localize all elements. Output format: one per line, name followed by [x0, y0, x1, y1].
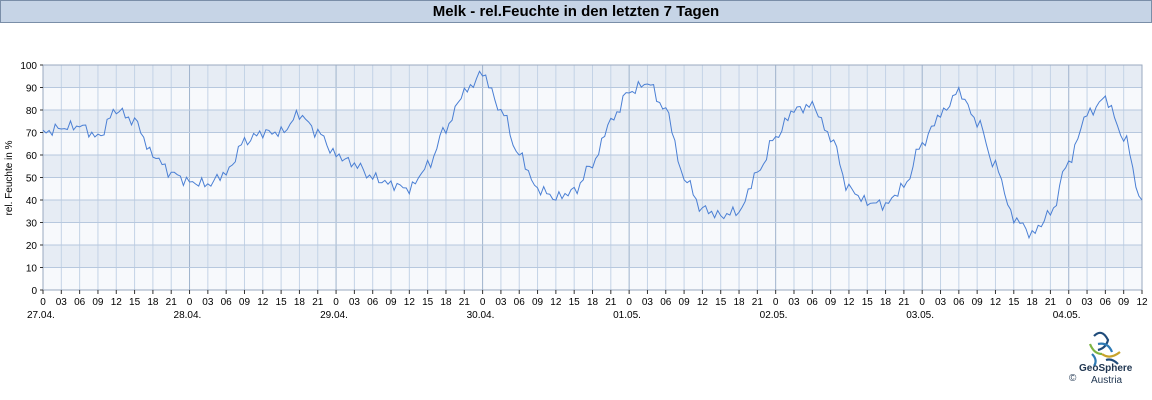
x-tick-label: 03 [349, 297, 361, 308]
x-tick-label: 21 [898, 297, 910, 308]
x-date-label: 04.05. [1053, 310, 1081, 321]
x-date-label: 30.04. [467, 310, 495, 321]
x-date-label: 28.04. [174, 310, 202, 321]
x-tick-label: 06 [1100, 297, 1112, 308]
series-line [42, 70, 1143, 240]
logo-subname: Austria [1091, 375, 1123, 386]
x-tick-label: 0 [919, 297, 925, 308]
y-tick-label: 100 [20, 61, 37, 72]
x-tick-label: 03 [642, 297, 654, 308]
chart-title: Melk - rel.Feuchte in den letzten 7 Tage… [432, 3, 720, 20]
x-tick-label: 18 [147, 297, 159, 308]
x-tick-label: 18 [587, 297, 599, 308]
x-tick-label: 21 [312, 297, 324, 308]
x-tick-label: 0 [40, 297, 46, 308]
y-tick-label: 20 [26, 241, 38, 252]
x-tick-label: 18 [880, 297, 892, 308]
x-axis: 0 03 06 09 12 15 18 21 0 03 06 09 12 15 18 21 0 03 06 09 12 1… [27, 290, 1148, 321]
x-tick-label: 06 [807, 297, 819, 308]
geosphere-logo [1088, 331, 1121, 367]
x-tick-label: 21 [1045, 297, 1057, 308]
x-tick-label: 09 [239, 297, 251, 308]
x-tick-label: 21 [752, 297, 764, 308]
y-tick-label: 50 [26, 174, 38, 185]
x-tick-label: 15 [129, 297, 141, 308]
x-tick-label: 12 [843, 297, 855, 308]
x-tick-label: 15 [715, 297, 727, 308]
x-date-label: 01.05. [613, 310, 641, 321]
y-tick-label: 90 [26, 84, 38, 95]
x-tick-label: 06 [514, 297, 526, 308]
x-tick-label: 15 [569, 297, 581, 308]
x-tick-label: 18 [294, 297, 306, 308]
x-tick-label: 0 [773, 297, 779, 308]
x-tick-label: 06 [660, 297, 672, 308]
x-date-label: 03.05. [906, 310, 934, 321]
x-tick-label: 12 [550, 297, 562, 308]
x-tick-label: 09 [679, 297, 691, 308]
x-tick-label: 03 [935, 297, 947, 308]
x-tick-label: 09 [385, 297, 397, 308]
x-tick-label: 18 [440, 297, 452, 308]
logo-name: GeoSphere [1079, 363, 1133, 374]
y-tick-label: 70 [26, 129, 38, 140]
x-tick-label: 03 [495, 297, 507, 308]
x-tick-label: 09 [825, 297, 837, 308]
x-tick-label: 03 [1081, 297, 1093, 308]
copyright-symbol: © [1069, 373, 1077, 384]
x-tick-label: 0 [626, 297, 632, 308]
plot-grid [42, 64, 1143, 291]
y-tick-label: 40 [26, 196, 38, 207]
x-tick-label: 12 [1136, 297, 1148, 308]
x-tick-label: 0 [1066, 297, 1072, 308]
x-tick-label: 12 [404, 297, 416, 308]
x-tick-label: 03 [202, 297, 214, 308]
x-tick-label: 15 [862, 297, 874, 308]
x-tick-label: 12 [111, 297, 123, 308]
x-tick-label: 0 [187, 297, 193, 308]
y-tick-label: 60 [26, 151, 38, 162]
x-tick-label: 06 [221, 297, 233, 308]
x-tick-label: 12 [257, 297, 269, 308]
x-tick-label: 09 [1118, 297, 1130, 308]
x-tick-label: 03 [56, 297, 68, 308]
x-tick-label: 12 [990, 297, 1002, 308]
x-date-label: 29.04. [320, 310, 348, 321]
x-tick-label: 21 [605, 297, 617, 308]
x-tick-label: 21 [459, 297, 471, 308]
x-date-label: 27.04. [27, 310, 55, 321]
x-tick-label: 18 [1027, 297, 1039, 308]
x-tick-label: 15 [422, 297, 434, 308]
x-date-label: 02.05. [760, 310, 788, 321]
y-axis-label: rel. Feuchte in % [4, 140, 15, 215]
x-tick-label: 12 [697, 297, 709, 308]
x-tick-label: 06 [367, 297, 379, 308]
x-tick-label: 21 [166, 297, 178, 308]
x-tick-label: 09 [92, 297, 104, 308]
y-tick-label: 30 [26, 219, 38, 230]
y-tick-label: 10 [26, 264, 38, 275]
chart-title-bar: Melk - rel.Feuchte in den letzten 7 Tage… [0, 0, 1152, 23]
x-tick-label: 0 [333, 297, 339, 308]
x-tick-label: 09 [972, 297, 984, 308]
y-tick-label: 0 [31, 286, 37, 297]
x-tick-label: 0 [480, 297, 486, 308]
x-tick-label: 15 [1008, 297, 1020, 308]
x-tick-label: 06 [74, 297, 86, 308]
x-tick-label: 09 [532, 297, 544, 308]
y-axis: 0 10 20 30 40 50 60 70 80 90 100 [20, 61, 43, 297]
x-tick-label: 06 [953, 297, 965, 308]
y-tick-label: 80 [26, 106, 38, 117]
x-tick-label: 15 [276, 297, 288, 308]
x-tick-label: 03 [788, 297, 800, 308]
x-tick-label: 18 [733, 297, 745, 308]
